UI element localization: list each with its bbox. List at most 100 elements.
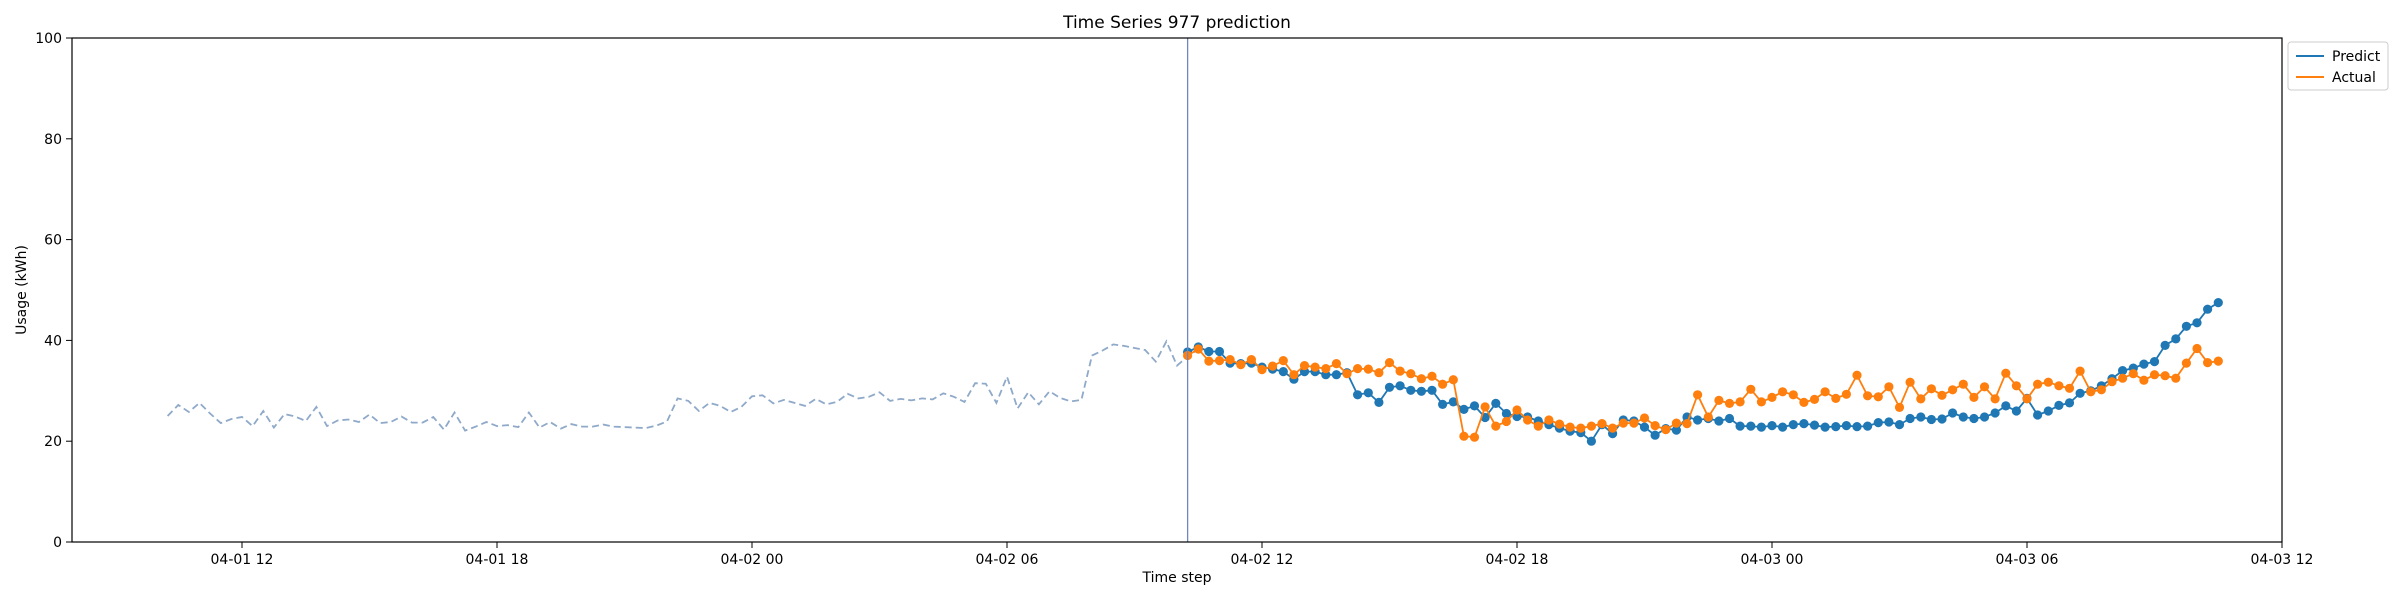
actual-point — [2107, 377, 2117, 387]
predict-point — [2075, 388, 2085, 398]
actual-point — [2160, 371, 2170, 381]
predict-point — [1416, 386, 1426, 396]
predict-point — [1894, 420, 1905, 430]
y-tick-label: 40 — [44, 333, 62, 349]
actual-point — [1384, 358, 1395, 368]
actual-point — [1650, 421, 1660, 431]
predict-point — [1820, 422, 1830, 432]
predict-point — [2139, 359, 2149, 369]
actual-point — [1671, 418, 1681, 428]
actual-point — [1894, 402, 1905, 412]
actual-point — [2054, 381, 2064, 391]
actual-point — [1406, 369, 1416, 379]
actual-point — [1831, 393, 1841, 403]
actual-point — [1905, 377, 1915, 387]
predict-point — [1469, 401, 1480, 411]
predict-point — [1969, 413, 1979, 424]
actual-point — [1331, 359, 1341, 369]
actual-point — [1629, 418, 1639, 428]
actual-point — [1523, 415, 1533, 425]
actual-point — [2075, 366, 2085, 376]
series-actual — [1183, 343, 2223, 442]
x-axis-title: Time step — [1142, 570, 1212, 586]
actual-point — [1321, 364, 1331, 374]
predict-point — [1278, 367, 1288, 377]
predict-point — [1204, 346, 1214, 357]
predict-point — [2043, 406, 2053, 416]
predict-point — [1926, 414, 1936, 425]
predict-point — [1990, 408, 2000, 418]
actual-point — [2086, 387, 2096, 397]
actual-point — [1873, 392, 1883, 402]
actual-point — [1746, 384, 1756, 394]
actual-point — [1852, 370, 1862, 380]
x-axis: 04-01 12 04-01 18 04-02 00 04-02 06 04-02 12… — [211, 542, 2313, 568]
actual-point — [1724, 398, 1735, 408]
actual-point — [1427, 371, 1437, 381]
predict-point — [1438, 399, 1448, 409]
actual-point — [1639, 413, 1650, 423]
y-tick-label: 100 — [35, 31, 62, 47]
actual-point — [1788, 390, 1798, 400]
actual-point — [1374, 368, 1384, 378]
predict-point — [1693, 415, 1703, 425]
predict-point — [1831, 422, 1841, 432]
predict-point — [1491, 398, 1501, 408]
actual-point — [1714, 395, 1724, 405]
actual-point — [1214, 356, 1225, 366]
actual-point — [1948, 385, 1958, 395]
predict-point — [1395, 381, 1405, 391]
actual-point — [2118, 373, 2128, 383]
predict-point — [2064, 398, 2075, 408]
predict-point — [1448, 397, 1458, 407]
actual-point — [1979, 382, 1990, 392]
actual-point — [1469, 432, 1480, 442]
actual-point — [1491, 421, 1501, 431]
actual-point — [1246, 355, 1256, 365]
actual-point — [1863, 391, 1873, 401]
actual-point — [1236, 360, 1246, 370]
actual-point — [1299, 361, 1310, 371]
series-layer — [1183, 298, 2223, 446]
actual-point — [2149, 370, 2160, 380]
predict-point — [2160, 340, 2170, 350]
predict-point — [2033, 410, 2043, 420]
history-layer — [166, 339, 1210, 432]
actual-point — [2064, 383, 2075, 393]
actual-point — [2192, 343, 2202, 354]
x-tick-label: 04-02 00 — [721, 552, 784, 568]
actual-point — [1257, 365, 1267, 375]
predict-point — [1937, 414, 1947, 424]
predict-point — [1916, 412, 1926, 422]
y-tick-label: 0 — [53, 535, 62, 551]
actual-point — [2022, 394, 2032, 404]
actual-point — [1926, 384, 1936, 394]
y-tick-label: 80 — [44, 132, 62, 148]
actual-point — [1459, 431, 1469, 441]
predict-point — [2001, 401, 2011, 411]
actual-point — [1363, 364, 1373, 374]
y-axis-title: Usage (kWh) — [14, 245, 30, 335]
actual-point — [2011, 381, 2021, 391]
history-line — [166, 339, 1210, 432]
predict-point — [1767, 421, 1777, 431]
actual-point — [1204, 356, 1214, 366]
actual-point — [1289, 370, 1299, 380]
predict-point — [1884, 417, 1894, 427]
predict-point — [1799, 419, 1809, 429]
actual-point — [1693, 390, 1703, 400]
actual-point — [1586, 421, 1596, 431]
predict-point — [1778, 422, 1788, 432]
predict-point — [2181, 321, 2191, 331]
actual-point — [1576, 423, 1586, 433]
actual-point — [1799, 397, 1809, 407]
y-tick-label: 60 — [44, 233, 62, 249]
actual-point — [2171, 373, 2181, 383]
actual-point — [1608, 423, 1618, 433]
predict-point — [1714, 416, 1724, 426]
actual-point — [1990, 394, 2000, 404]
actual-point — [1395, 366, 1405, 376]
plot-area-frame — [71, 37, 2283, 543]
